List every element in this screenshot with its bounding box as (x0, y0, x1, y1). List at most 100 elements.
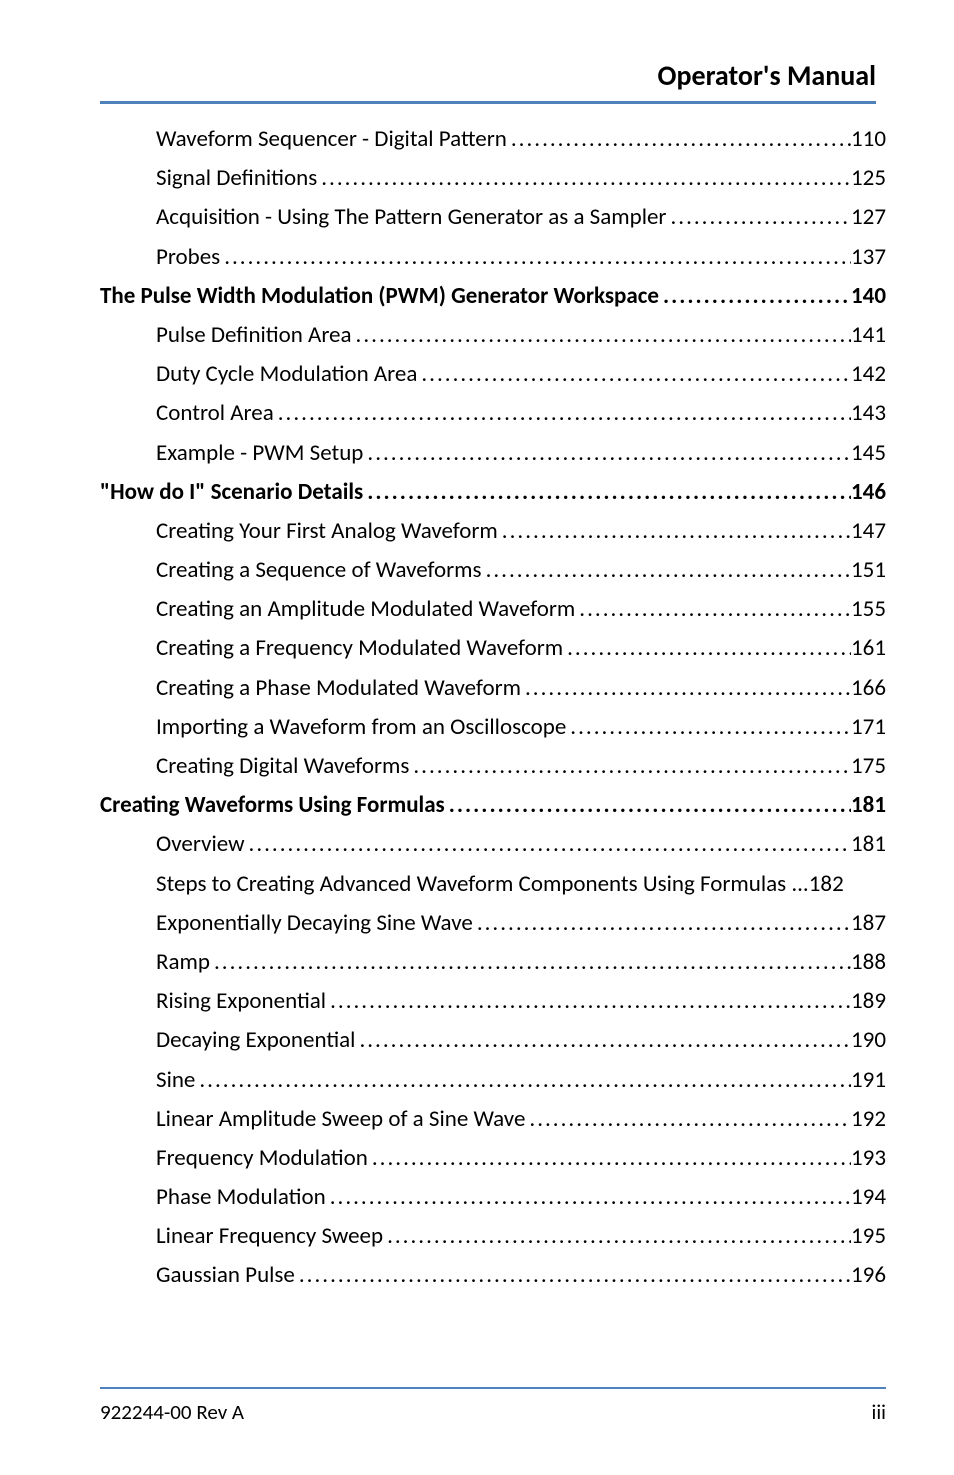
toc-entry-page: 151 (851, 559, 886, 582)
toc-entry-page: 127 (851, 206, 886, 229)
toc-entry[interactable]: Signal Definitions 125 (100, 167, 886, 190)
toc-leader-dots (417, 363, 851, 386)
toc-leader-dots (295, 1264, 851, 1287)
toc-entry[interactable]: Exponentially Decaying Sine Wave 187 (100, 912, 886, 935)
toc-entry[interactable]: The Pulse Width Modulation (PWM) Generat… (100, 285, 886, 308)
toc-entry-label: Sine (156, 1069, 195, 1092)
toc-entry-page: 187 (851, 912, 886, 935)
toc-leader-dots (575, 598, 851, 621)
toc-entry-label: Example - PWM Setup (156, 442, 363, 465)
toc-entry-page: 193 (851, 1147, 886, 1170)
toc-entry-label: Importing a Waveform from an Oscilloscop… (156, 716, 566, 739)
toc-leader-dots (473, 912, 851, 935)
toc-entry-label: Pulse Definition Area (156, 324, 352, 347)
toc-entry-label: Gaussian Pulse (156, 1264, 295, 1287)
toc-entry-label: Acquisition - Using The Pattern Generato… (156, 206, 666, 229)
toc-entry[interactable]: Creating a Frequency Modulated Waveform … (100, 637, 886, 660)
toc-entry[interactable]: Overview 181 (100, 833, 886, 856)
page-footer: 922244-00 Rev A iii (100, 1387, 886, 1425)
toc-entry-page: 143 (851, 402, 886, 425)
toc-entry-page: 110 (851, 128, 886, 151)
toc-entry[interactable]: Acquisition - Using The Pattern Generato… (100, 206, 886, 229)
toc-leader-dots (326, 990, 851, 1013)
toc-entry-label: Creating an Amplitude Modulated Waveform (156, 598, 575, 621)
toc-entry[interactable]: Probes 137 (100, 246, 886, 269)
toc-entry-page: 188 (851, 951, 886, 974)
toc-leader-dots (482, 559, 851, 582)
toc-entry[interactable]: Decaying Exponential 190 (100, 1029, 886, 1052)
toc-entry-page: 195 (851, 1225, 886, 1248)
toc-entry-page: 171 (851, 716, 886, 739)
toc-entry-page: 161 (851, 637, 886, 660)
toc-entry-label: Control Area (156, 402, 274, 425)
toc-entry[interactable]: Linear Amplitude Sweep of a Sine Wave192 (100, 1108, 886, 1131)
toc-entry[interactable]: Sine 191 (100, 1069, 886, 1092)
toc-entry-page: 166 (851, 677, 886, 700)
toc-entry[interactable]: Phase Modulation 194 (100, 1186, 886, 1209)
toc-leader-dots (363, 442, 851, 465)
toc-leader-dots (355, 1029, 851, 1052)
toc-entry-label: Phase Modulation (156, 1186, 326, 1209)
toc-entry[interactable]: Rising Exponential189 (100, 990, 886, 1013)
toc-entry-label: Exponentially Decaying Sine Wave (156, 912, 473, 935)
toc-entry[interactable]: "How do I" Scenario Details 146 (100, 481, 886, 504)
toc-entry[interactable]: Duty Cycle Modulation Area 142 (100, 363, 886, 386)
toc-entry-label: Linear Amplitude Sweep of a Sine Wave (156, 1108, 525, 1131)
toc-entry-page: 181 (851, 833, 886, 856)
toc-entry-label: Steps to Creating Advanced Waveform Comp… (156, 873, 809, 896)
toc-entry-page: 141 (851, 324, 886, 347)
page: Operator's Manual Waveform Sequencer - D… (0, 0, 954, 1475)
toc-entry-page: 142 (851, 363, 886, 386)
toc-entry-page: 125 (851, 167, 886, 190)
toc-entry-page: 146 (851, 481, 886, 504)
toc-entry-label: The Pulse Width Modulation (PWM) Generat… (100, 285, 659, 308)
toc-entry[interactable]: Frequency Modulation 193 (100, 1147, 886, 1170)
toc-leader-dots (566, 716, 851, 739)
toc-entry-label: Decaying Exponential (156, 1029, 355, 1052)
toc-entry[interactable]: Waveform Sequencer - Digital Pattern110 (100, 128, 886, 151)
toc-entry-page: 147 (851, 520, 886, 543)
toc-entry[interactable]: Creating Digital Waveforms175 (100, 755, 886, 778)
toc-entry[interactable]: Linear Frequency Sweep195 (100, 1225, 886, 1248)
toc-leader-dots (666, 206, 851, 229)
header-title: Operator's Manual (100, 58, 876, 93)
toc-entry[interactable]: Creating an Amplitude Modulated Waveform… (100, 598, 886, 621)
toc-entry-label: Creating Waveforms Using Formulas (100, 794, 445, 817)
toc-leader-dots (409, 755, 851, 778)
toc-entry-page: 140 (851, 285, 886, 308)
toc-entry-label: Creating Your First Analog Waveform (156, 520, 498, 543)
toc-entry-label: Ramp (156, 951, 210, 974)
toc-entry-page: 194 (851, 1186, 886, 1209)
footer-rule (100, 1387, 886, 1389)
toc-entry-label: Creating a Frequency Modulated Waveform (156, 637, 563, 660)
toc-entry[interactable]: Pulse Definition Area 141 (100, 324, 886, 347)
toc-entry-label: Creating Digital Waveforms (156, 755, 409, 778)
toc-entry-page: 181 (851, 794, 886, 817)
toc-entry-label: Probes (156, 246, 220, 269)
toc-entry-label: Creating a Phase Modulated Waveform (156, 677, 521, 700)
toc-entry[interactable]: Creating Waveforms Using Formulas 181 (100, 794, 886, 817)
toc-entry[interactable]: Steps to Creating Advanced Waveform Comp… (100, 873, 886, 896)
toc-entry[interactable]: Gaussian Pulse 196 (100, 1264, 886, 1287)
toc-entry[interactable]: Example - PWM Setup 145 (100, 442, 886, 465)
toc-leader-dots (659, 285, 851, 308)
toc-entry-page: 190 (851, 1029, 886, 1052)
toc-entry-page: 137 (851, 246, 886, 269)
toc-leader-dots (521, 677, 851, 700)
toc-leader-dots (368, 1147, 851, 1170)
toc-entry-label: Duty Cycle Modulation Area (156, 363, 417, 386)
footer-line: 922244-00 Rev A iii (100, 1399, 886, 1425)
toc-entry-label: Overview (156, 833, 245, 856)
toc-entry[interactable]: Creating a Sequence of Waveforms 151 (100, 559, 886, 582)
toc-entry[interactable]: Control Area 143 (100, 402, 886, 425)
toc-leader-dots (274, 402, 851, 425)
toc-entry-label: Frequency Modulation (156, 1147, 368, 1170)
toc-entry[interactable]: Creating a Phase Modulated Waveform 166 (100, 677, 886, 700)
toc-entry-label: Signal Definitions (156, 167, 317, 190)
toc-entry[interactable]: Creating Your First Analog Waveform 147 (100, 520, 886, 543)
toc-entry[interactable]: Importing a Waveform from an Oscilloscop… (100, 716, 886, 739)
toc-leader-dots (498, 520, 851, 543)
toc-leader-dots (563, 637, 851, 660)
toc-entry-page: 182 (809, 873, 844, 896)
toc-entry[interactable]: Ramp 188 (100, 951, 886, 974)
